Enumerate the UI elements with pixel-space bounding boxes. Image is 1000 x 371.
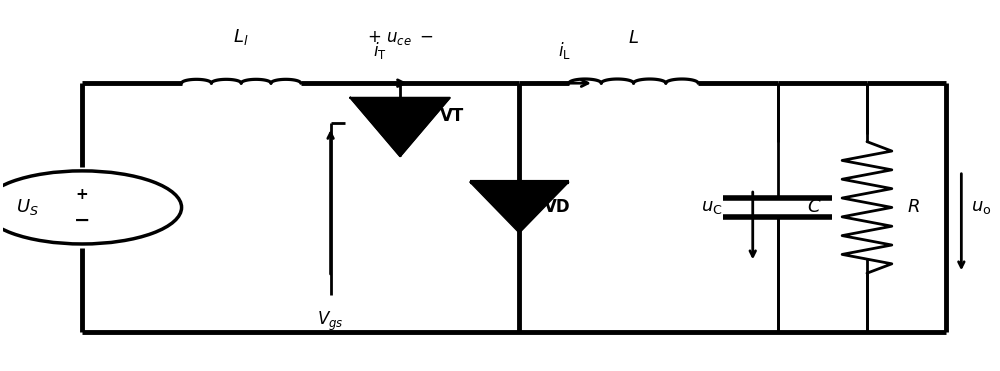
Text: $i_\mathrm{L}$: $i_\mathrm{L}$ bbox=[558, 40, 571, 61]
Text: −: − bbox=[74, 211, 90, 230]
Text: $u_\mathrm{o}$: $u_\mathrm{o}$ bbox=[971, 198, 992, 216]
Text: VT: VT bbox=[440, 107, 464, 125]
Text: $V_{gs}$: $V_{gs}$ bbox=[317, 310, 344, 333]
Text: $i_\mathrm{T}$: $i_\mathrm{T}$ bbox=[373, 40, 387, 61]
Text: $L$: $L$ bbox=[628, 29, 639, 47]
Text: $U_S$: $U_S$ bbox=[16, 197, 39, 217]
Polygon shape bbox=[350, 98, 450, 156]
Text: $C$: $C$ bbox=[807, 198, 822, 216]
Text: VD: VD bbox=[544, 198, 571, 216]
Text: $+\ u_{ce}\ -$: $+\ u_{ce}\ -$ bbox=[367, 29, 433, 47]
Text: $R$: $R$ bbox=[907, 198, 920, 216]
Polygon shape bbox=[470, 182, 569, 233]
Text: $u_\mathrm{C}$: $u_\mathrm{C}$ bbox=[701, 198, 723, 216]
Text: +: + bbox=[76, 187, 89, 202]
Text: $L_l$: $L_l$ bbox=[233, 27, 249, 47]
